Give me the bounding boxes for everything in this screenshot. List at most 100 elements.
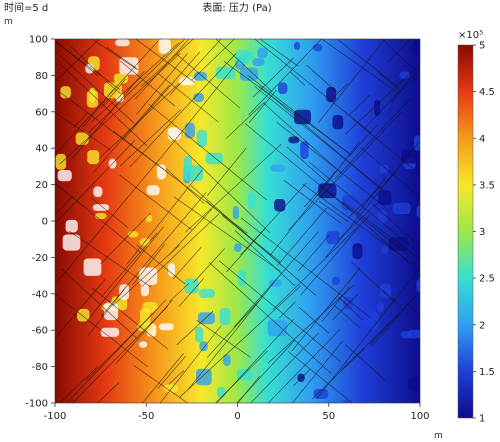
matrix-block <box>193 93 205 103</box>
matrix-block <box>179 77 195 86</box>
fracture-line <box>360 147 420 198</box>
matrix-block <box>416 278 420 293</box>
matrix-block <box>374 99 381 116</box>
fracture-line <box>133 365 189 403</box>
fracture-line <box>157 72 219 123</box>
matrix-block <box>332 276 340 286</box>
fracture-line <box>247 75 350 155</box>
fracture-line <box>101 192 207 316</box>
matrix-block <box>361 203 374 213</box>
fracture-line <box>291 340 343 403</box>
fracture-line <box>136 244 186 285</box>
matrix-block <box>326 230 340 245</box>
colorbar-tick-label: 2.5 <box>479 274 495 285</box>
fracture-line <box>55 40 98 76</box>
fracture-line <box>378 71 401 92</box>
colorbar-ramp <box>457 44 474 419</box>
fracture-line <box>119 174 192 230</box>
matrix-block <box>94 213 107 220</box>
x-tick-label: 50 <box>322 411 335 422</box>
fracture-line <box>223 61 350 155</box>
fracture-line <box>298 306 329 334</box>
colorbar: ×10⁵ 5 4.5 4 3.5 3 2.5 2 1.5 1 <box>457 30 495 425</box>
matrix-block <box>167 127 181 141</box>
fracture-line <box>240 217 371 318</box>
colorbar-tick-label: 5 <box>479 41 485 52</box>
fracture-line <box>140 39 194 87</box>
matrix-block <box>401 149 420 164</box>
fracture-line <box>106 47 137 69</box>
matrix-block <box>158 323 174 331</box>
fracture-line <box>279 301 296 319</box>
fracture-line <box>98 82 180 160</box>
fracture-line <box>69 45 102 76</box>
matrix-block <box>412 40 420 55</box>
matrix-block <box>342 399 350 403</box>
fracture-line <box>254 86 385 192</box>
fracture-line <box>55 293 148 368</box>
fracture-line <box>259 39 299 67</box>
fracture-line <box>126 169 203 264</box>
y-tick-label: 60 <box>35 107 48 118</box>
fracture-line <box>317 39 386 124</box>
matrix-block <box>326 87 336 103</box>
matrix-block <box>168 263 175 277</box>
fracture-line <box>218 260 342 363</box>
matrix-block <box>232 205 239 220</box>
matrix-block <box>100 327 120 337</box>
matrix-block <box>115 39 130 47</box>
matrix-block <box>419 46 420 52</box>
y-tick-label: -60 <box>32 326 48 337</box>
fracture-line <box>90 197 129 228</box>
fracture-line <box>225 101 266 139</box>
plot-area <box>54 38 421 404</box>
fracture-line <box>88 39 186 134</box>
matrix-block <box>57 170 72 182</box>
fracture-line <box>55 139 136 224</box>
y-tick-label: -40 <box>32 289 48 300</box>
fracture-line <box>319 201 350 223</box>
fracture-line <box>259 85 386 194</box>
matrix-block <box>399 71 411 79</box>
fracture-line <box>169 208 213 255</box>
fracture-line <box>169 39 222 96</box>
matrix-block <box>77 308 90 322</box>
matrix-block <box>313 43 323 52</box>
fracture-line <box>129 53 237 168</box>
fracture-line <box>84 226 164 324</box>
fracture-line <box>101 232 158 297</box>
y-tick-label: 40 <box>35 144 48 155</box>
matrix-block <box>219 307 231 326</box>
y-tick-label: 20 <box>35 180 48 191</box>
fracture-line <box>325 140 420 258</box>
fracture-line <box>311 348 365 400</box>
matrix-block <box>416 205 420 219</box>
fracture-line <box>135 39 195 83</box>
x-axis-unit: m <box>434 431 443 441</box>
fracture-line <box>391 85 406 103</box>
fracture-line <box>66 299 167 403</box>
fracture-line <box>191 39 235 81</box>
fracture-line <box>349 124 378 157</box>
matrix-block <box>89 87 96 103</box>
matrix-block <box>332 115 344 130</box>
fracture-line <box>55 279 106 339</box>
fracture-line <box>69 231 152 288</box>
fracture-line <box>120 109 181 167</box>
fracture-line <box>168 370 185 385</box>
plot-title: 表面: 压力 (Pa) <box>202 1 271 14</box>
y-tick-label: 80 <box>35 71 48 82</box>
matrix-block <box>238 269 246 287</box>
fracture-line <box>160 60 240 159</box>
fracture-line <box>176 310 214 346</box>
matrix-block <box>93 186 103 198</box>
matrix-block <box>252 58 265 66</box>
fracture-line <box>369 290 420 345</box>
matrix-block <box>184 278 199 294</box>
fracture-line <box>304 170 337 208</box>
fracture-line <box>92 287 168 350</box>
fracture-line <box>286 146 332 187</box>
matrix-block <box>359 311 376 325</box>
matrix-block <box>407 329 420 339</box>
matrix-block <box>75 132 89 145</box>
